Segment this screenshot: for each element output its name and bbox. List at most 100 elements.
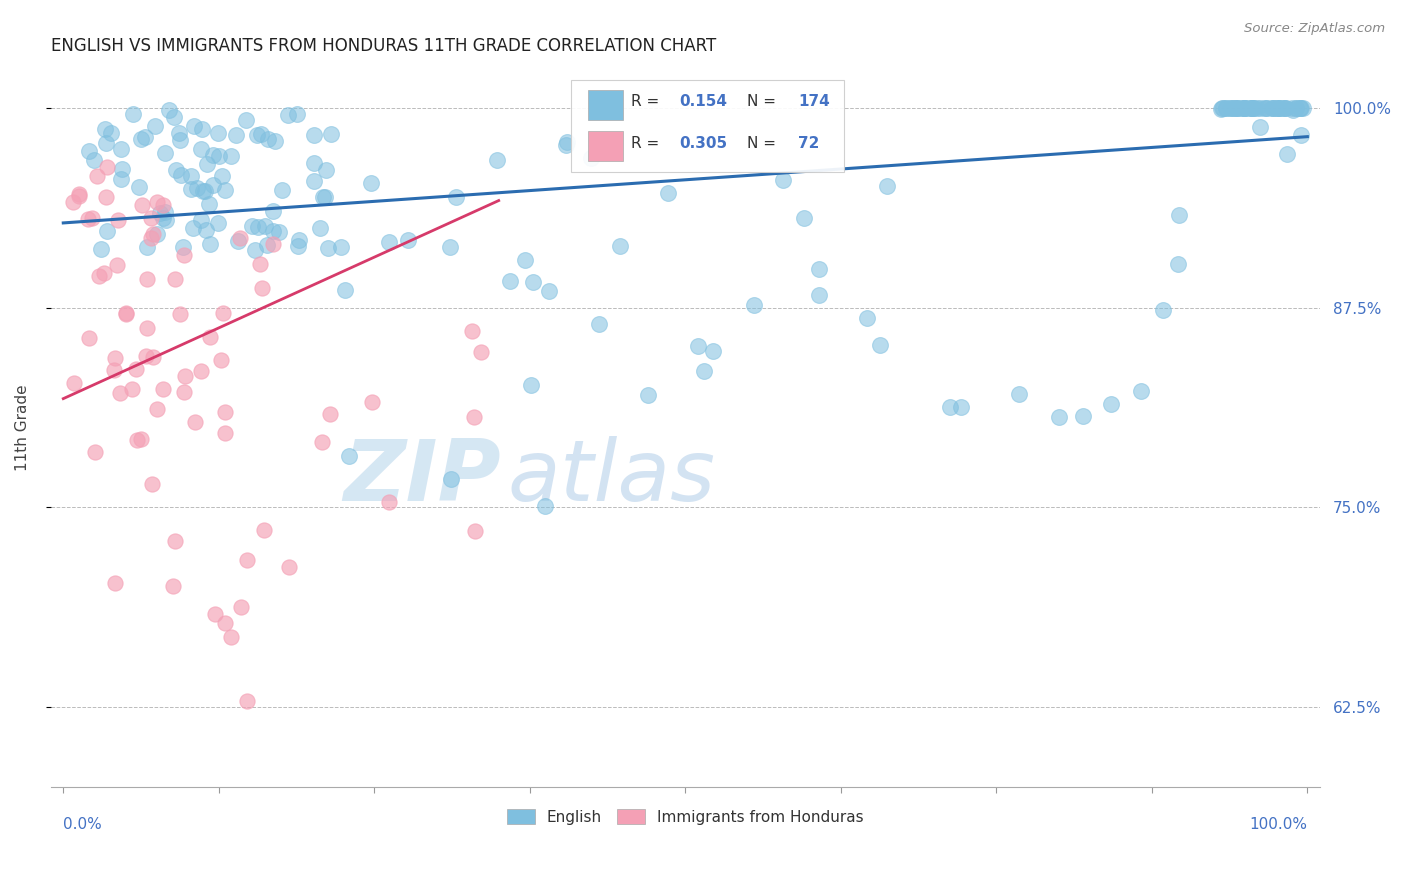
Text: 0.305: 0.305 [679, 136, 727, 151]
Point [657, 186, 679, 200]
Point [315, 162, 337, 177]
Point [1267, 101, 1289, 115]
Point [214, 425, 236, 440]
Point [145, 402, 167, 417]
Point [1274, 101, 1296, 115]
Point [190, 364, 212, 378]
Point [1211, 101, 1233, 115]
Point [201, 147, 224, 161]
Point [360, 176, 382, 190]
Text: 0.154: 0.154 [679, 95, 727, 109]
Point [1271, 101, 1294, 115]
Point [579, 151, 602, 165]
Point [63, 376, 86, 390]
Point [287, 239, 309, 253]
Point [173, 248, 195, 262]
Point [94, 190, 117, 204]
Point [285, 107, 308, 121]
Point [115, 306, 138, 320]
Point [1268, 101, 1291, 115]
Point [103, 362, 125, 376]
Point [1099, 397, 1122, 411]
Point [702, 344, 724, 359]
Point [1227, 101, 1250, 115]
Point [183, 119, 205, 133]
Point [169, 133, 191, 147]
Point [163, 533, 186, 548]
Text: 100.0%: 100.0% [1250, 817, 1308, 832]
Point [440, 472, 463, 486]
Point [174, 368, 197, 383]
Point [121, 382, 143, 396]
Point [609, 239, 631, 253]
Text: R =: R = [631, 95, 664, 109]
Point [316, 240, 339, 254]
Point [262, 203, 284, 218]
Point [253, 523, 276, 537]
Bar [588, 131, 623, 161]
Point [772, 173, 794, 187]
Point [1225, 101, 1247, 115]
Point [226, 234, 249, 248]
Point [337, 449, 360, 463]
Point [211, 306, 233, 320]
Point [1285, 101, 1308, 115]
Point [250, 128, 273, 142]
Point [1233, 101, 1256, 115]
Point [333, 283, 356, 297]
Point [219, 630, 242, 644]
Point [211, 169, 233, 184]
Point [1241, 101, 1264, 115]
Point [444, 190, 467, 204]
Point [207, 216, 229, 230]
Text: 0.0%: 0.0% [63, 817, 103, 832]
Point [742, 298, 765, 312]
Point [129, 132, 152, 146]
Point [125, 434, 148, 448]
Point [1241, 101, 1264, 115]
Point [1211, 102, 1233, 116]
Point [136, 272, 159, 286]
Point [173, 385, 195, 400]
Point [152, 382, 174, 396]
Point [243, 243, 266, 257]
Point [146, 227, 169, 241]
Point [1167, 257, 1189, 271]
Point [107, 212, 129, 227]
Point [939, 400, 962, 414]
Text: N =: N = [748, 136, 782, 151]
Point [1222, 101, 1244, 115]
Point [190, 142, 212, 156]
Point [153, 145, 176, 160]
Point [228, 231, 250, 245]
Point [110, 142, 132, 156]
Point [1234, 101, 1257, 115]
Point [520, 378, 543, 392]
Point [876, 179, 898, 194]
Point [193, 185, 215, 199]
Point [1152, 303, 1174, 318]
Point [93, 266, 115, 280]
Point [314, 190, 336, 204]
Point [139, 231, 162, 245]
Point [377, 494, 399, 508]
Point [1292, 101, 1315, 115]
Point [377, 235, 399, 249]
Point [152, 211, 174, 226]
Point [257, 132, 280, 146]
Point [201, 178, 224, 193]
Point [1237, 101, 1260, 115]
Point [186, 180, 208, 194]
Point [470, 344, 492, 359]
Point [184, 415, 207, 429]
Text: ZIP: ZIP [343, 436, 502, 519]
Point [263, 134, 285, 148]
Point [499, 274, 522, 288]
Text: 174: 174 [799, 95, 830, 109]
Point [950, 400, 973, 414]
Point [1281, 101, 1303, 115]
Point [128, 180, 150, 194]
Point [302, 128, 325, 142]
Point [134, 129, 156, 144]
Point [534, 499, 557, 513]
